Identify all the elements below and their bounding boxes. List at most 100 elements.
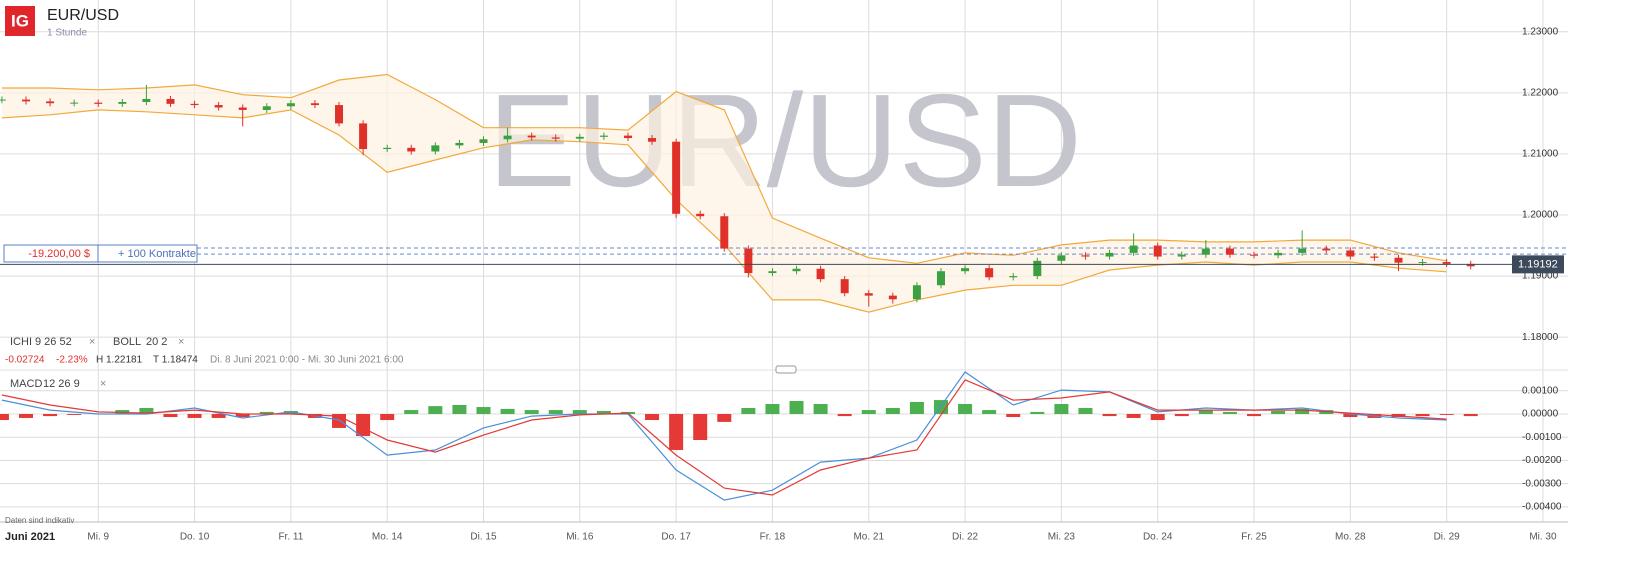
y-tick-label: -0.00200	[1522, 455, 1562, 466]
macd-histogram-bar	[500, 408, 515, 415]
y-tick-label: -0.00400	[1522, 502, 1562, 513]
macd-histogram-bar	[789, 401, 804, 415]
candle-body	[1057, 255, 1066, 261]
macd-histogram-bar	[982, 410, 997, 415]
macd-histogram-bar	[235, 414, 250, 418]
stat-change-pct: -2.23%	[56, 355, 88, 366]
candle-body	[551, 137, 560, 139]
macd-histogram-bar	[163, 414, 178, 418]
macd-histogram-bar	[958, 404, 973, 415]
macd-histogram-bar	[1343, 414, 1358, 418]
candle-body	[359, 123, 368, 150]
y-tick-label: 1.22000	[1522, 87, 1559, 98]
candle-body	[1274, 252, 1283, 256]
x-tick-label: Di. 22	[952, 532, 979, 543]
x-tick-label: Fr. 11	[278, 532, 303, 543]
macd-histogram-bar	[1150, 414, 1165, 421]
current-price-box	[1512, 255, 1564, 274]
candle-body	[1033, 260, 1042, 277]
macd-line	[1, 379, 1447, 496]
logo	[5, 6, 35, 36]
pane-resize-handle[interactable]	[775, 365, 797, 374]
macd-histogram-bar	[1030, 411, 1045, 415]
macd-histogram-bar	[67, 414, 82, 415]
candle-body	[744, 248, 753, 274]
macd-histogram-bar	[1415, 414, 1430, 417]
candle-body	[262, 106, 271, 110]
macd-histogram-bar	[572, 410, 587, 415]
candle-body	[792, 268, 801, 272]
indicator-params: 20 2	[146, 336, 167, 348]
x-tick-label: Di. 29	[1434, 532, 1461, 543]
candle-body	[1105, 252, 1114, 257]
y-tick-label: 1.18000	[1522, 332, 1559, 343]
y-tick-label: 0.00000	[1522, 409, 1559, 420]
macd-histogram-bar	[1174, 414, 1189, 417]
candle-body	[142, 98, 151, 103]
macd-line	[1, 371, 1447, 501]
candle-body	[648, 138, 657, 142]
candle-body	[1466, 263, 1475, 267]
macd-histogram-bar	[813, 404, 828, 415]
y-tick-label: 1.20000	[1522, 210, 1559, 221]
macd-histogram-bar	[1078, 407, 1093, 415]
macd-histogram-bar	[837, 414, 852, 417]
candle-body	[1153, 245, 1162, 257]
candle-body	[1009, 276, 1018, 278]
candle-body	[1129, 245, 1138, 253]
macd-histogram-bar	[524, 410, 539, 415]
macd-histogram-bar	[1006, 414, 1021, 418]
x-tick-label: Mi. 23	[1048, 532, 1076, 543]
candle-body	[1370, 256, 1379, 258]
chart-title: EUR/USD	[47, 7, 119, 24]
indicator-name: MACD	[10, 378, 42, 390]
macd-histogram-bar	[476, 407, 491, 415]
candle-body	[383, 147, 392, 150]
position-box[interactable]: -19.200,00 $ + 100 Kontrakte	[3, 244, 198, 263]
candle-body	[816, 268, 825, 280]
macd-histogram-bar	[693, 414, 708, 441]
candle-body	[912, 285, 921, 300]
macd-histogram-bar	[43, 414, 58, 417]
stat-low: T 1.18474	[153, 355, 198, 366]
y-tick-label: 1.19000	[1522, 271, 1559, 282]
position-frame[interactable]	[3, 244, 198, 263]
candle-body	[1346, 250, 1355, 257]
macd-histogram-bar	[1198, 410, 1213, 415]
macd-histogram-bar	[548, 410, 563, 415]
macd-histogram-bar	[428, 406, 443, 415]
y-tick-label: -0.00300	[1522, 478, 1562, 489]
x-tick-label: Do. 10	[180, 532, 210, 543]
candle-body	[1225, 248, 1234, 255]
candle-body	[527, 135, 536, 138]
candle-body	[840, 279, 849, 294]
candle-body	[479, 139, 488, 143]
candle-body	[1298, 248, 1307, 253]
x-tick-label: Mi. 30	[1529, 532, 1557, 543]
x-tick-label: Di. 15	[470, 532, 497, 543]
stat-change: -0.02724	[5, 355, 45, 366]
candle-body	[1394, 257, 1403, 263]
indicator-remove[interactable]: ×	[178, 336, 184, 348]
macd-histogram-bar	[1271, 410, 1286, 415]
macd-histogram-bar	[909, 401, 924, 415]
candle-body	[1081, 255, 1090, 257]
month-label: Juni 2021	[5, 531, 55, 543]
y-tick-label: 1.21000	[1522, 149, 1559, 160]
indicator-remove[interactable]: ×	[100, 378, 106, 390]
candle-body	[238, 107, 247, 110]
macd-histogram-bar	[139, 407, 154, 415]
candle-body	[94, 102, 103, 104]
candle-body	[599, 135, 608, 137]
x-tick-label: Do. 17	[661, 532, 691, 543]
position-pnl: -19.200,00 $	[28, 248, 90, 260]
candle-body	[720, 216, 729, 249]
y-tick-label: -0.00100	[1522, 432, 1562, 443]
macd-histogram-bar	[211, 414, 226, 418]
candle-body	[214, 105, 223, 108]
indicator-remove[interactable]: ×	[89, 336, 95, 348]
candle-body	[407, 147, 416, 152]
macd-histogram-bar	[717, 414, 732, 422]
macd-histogram-bar	[861, 410, 876, 415]
